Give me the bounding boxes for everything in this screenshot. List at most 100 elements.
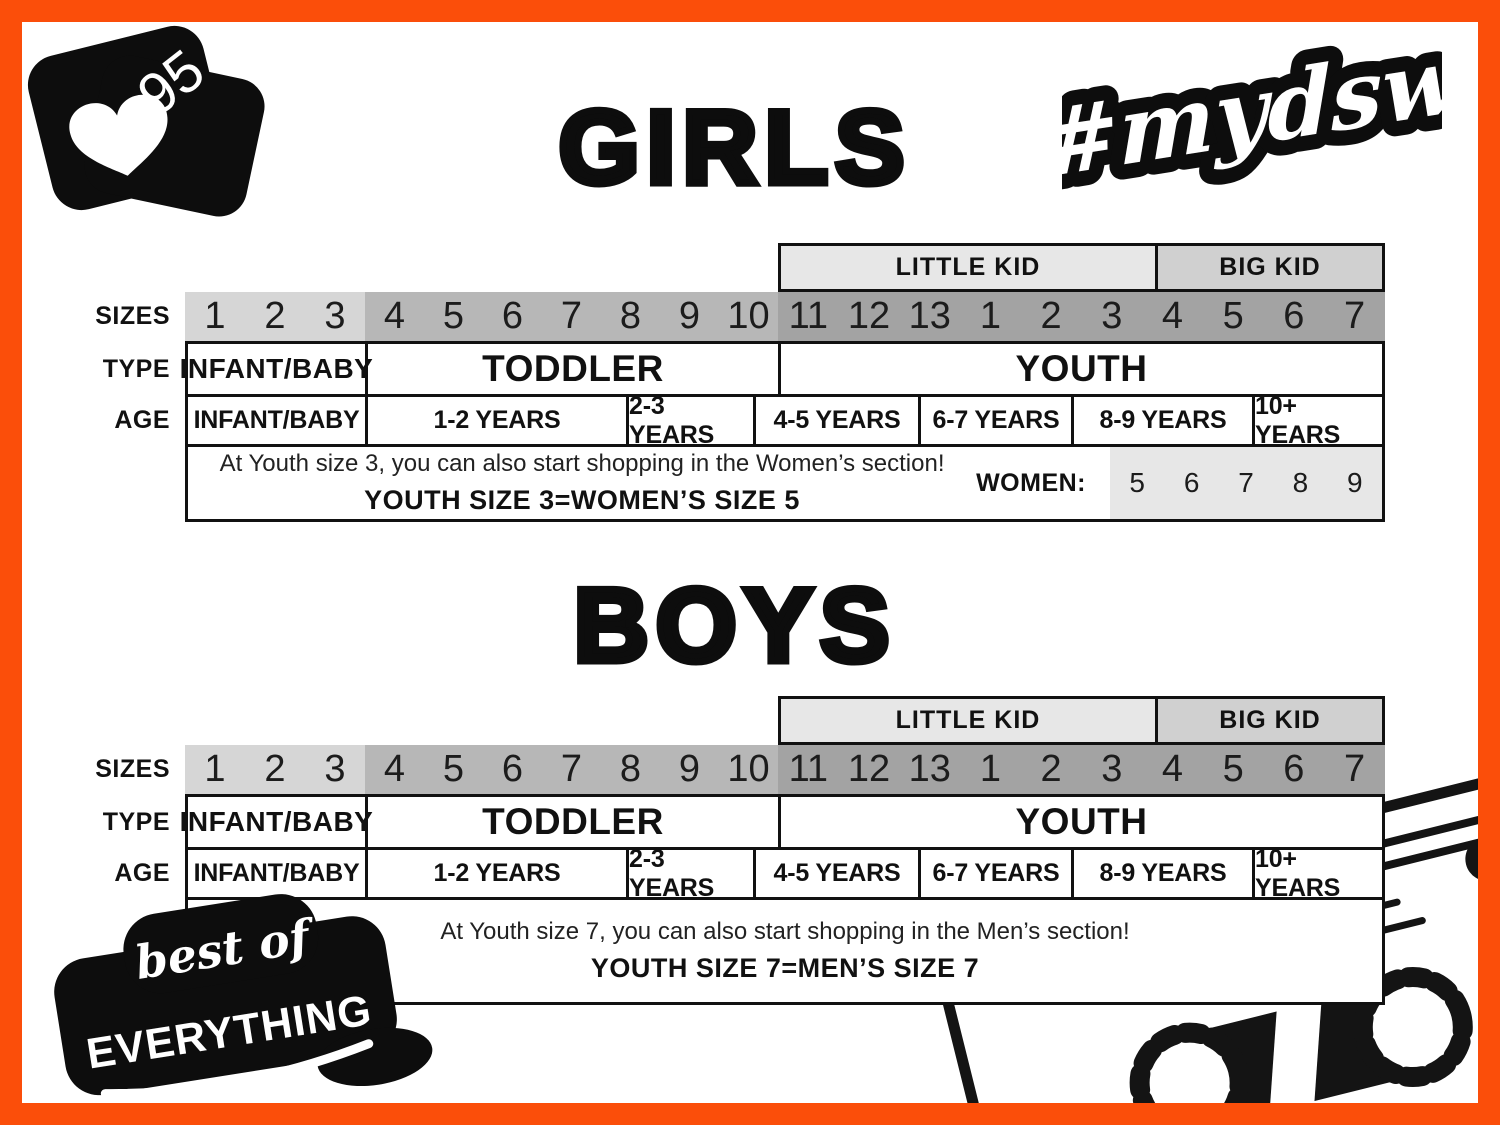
women-size-cell: 7 <box>1238 467 1254 498</box>
underline-swoosh <box>100 1039 374 1099</box>
boys-type-row: INFANT/BABY TODDLER YOUTH <box>179 794 1385 850</box>
women-size-cell: 9 <box>1347 467 1363 498</box>
size-cell: 1 <box>185 292 245 341</box>
type-cell-infant-baby: INFANT/BABY <box>179 806 374 837</box>
kid-group-little-kid: LITTLE KID <box>778 696 1158 745</box>
size-cell: 5 <box>1202 292 1264 341</box>
girls-sizes-row-label: SIZES <box>95 302 170 330</box>
women-sizes-label: WOMEN: <box>976 468 1086 497</box>
sticker-blob <box>123 894 319 994</box>
size-cell: 7 <box>1324 292 1385 341</box>
mydsw-sticker: #mydsw #mydsw <box>1062 24 1442 214</box>
best-of-everything-sticker: best of EVERYTHING <box>54 894 433 1099</box>
boys-kid-group-header-row: LITTLE KID BIG KID <box>778 696 1385 745</box>
kid-group-big-kid: BIG KID <box>1158 696 1385 745</box>
age-cell: 10+ YEARS <box>1252 392 1382 449</box>
age-cell: 1-2 YEARS <box>365 397 626 444</box>
size-cell: 9 <box>660 292 719 341</box>
age-cell: 6-7 YEARS <box>918 397 1071 444</box>
size-cell: 8 <box>601 292 660 341</box>
size-cell: 10 <box>719 745 778 794</box>
size-cell: 1 <box>960 292 1021 341</box>
size-cell: 6 <box>483 292 542 341</box>
women-sizes-strip: 5 6 7 8 9 <box>1110 447 1382 519</box>
type-cell-toddler: TODDLER <box>365 797 778 847</box>
type-cell-youth: YOUTH <box>778 797 1382 847</box>
age-cell: INFANT/BABY <box>193 406 360 434</box>
age-cell: 6-7 YEARS <box>918 850 1071 897</box>
girls-conversion-note: At Youth size 3, you can also start shop… <box>188 447 976 519</box>
note-text: At Youth size 7, you can also start shop… <box>440 918 1130 945</box>
size-cell: 4 <box>1142 745 1203 794</box>
size-cell: 2 <box>245 292 305 341</box>
heart-icon <box>69 94 168 176</box>
age-cell: 2-3 YEARS <box>626 845 753 902</box>
women-size-cell: 6 <box>1183 467 1200 498</box>
girls-type-row-label: TYPE <box>102 354 170 383</box>
girls-age-row-label: AGE <box>114 406 170 434</box>
women-size-cell: 8 <box>1292 467 1309 498</box>
boys-type-row-label: TYPE <box>102 807 170 836</box>
size-cell: 7 <box>542 292 601 341</box>
kid-group-big-kid: BIG KID <box>1158 243 1385 292</box>
girls-section-title: GIRLS <box>555 90 912 206</box>
size-cell: 1 <box>185 745 245 794</box>
kid-group-little-kid: LITTLE KID <box>778 243 1158 292</box>
age-cell: 8-9 YEARS <box>1071 397 1252 444</box>
girls-conversion-note-row: At Youth size 3, you can also start shop… <box>185 444 1385 522</box>
boys-age-row-label: AGE <box>114 859 170 887</box>
girls-sizes-row: 1 2 3 4 5 6 7 8 9 10 11 12 13 1 2 3 4 5 6 7 <box>185 292 1385 341</box>
age-cell: 8-9 YEARS <box>1071 850 1252 897</box>
age-cell: 4-5 YEARS <box>753 397 918 444</box>
size-cell: 11 <box>778 745 839 794</box>
note-conversion: YOUTH SIZE 3=WOMEN’S SIZE 5 <box>364 485 800 515</box>
size-cell: 11 <box>778 292 839 341</box>
boys-sizes-row: 1 2 3 4 5 6 7 8 9 10 11 12 13 1 2 3 4 5 6 7 <box>185 745 1385 794</box>
girls-type-row: INFANT/BABY TODDLER YOUTH <box>179 341 1385 397</box>
size-cell: 3 <box>1081 292 1143 341</box>
size-cell: 7 <box>1324 745 1385 794</box>
girls-age-row: INFANT/BABY 1-2 YEARS 2-3 YEARS 4-5 YEAR… <box>185 392 1385 449</box>
size-cell: 6 <box>483 745 542 794</box>
sticker-tail <box>317 1027 433 1087</box>
size-cell: 1 <box>960 745 1021 794</box>
boys-section-title: BOYS <box>570 568 897 684</box>
size-cell: 2 <box>1020 745 1082 794</box>
size-cell: 5 <box>424 745 483 794</box>
size-cell: 13 <box>899 292 961 341</box>
size-cell: 3 <box>305 745 365 794</box>
size-cell: 3 <box>1081 745 1143 794</box>
age-cell: 1-2 YEARS <box>365 850 626 897</box>
size-cell: 7 <box>542 745 601 794</box>
age-cell: INFANT/BABY <box>193 859 360 887</box>
size-cell: 12 <box>838 292 900 341</box>
type-cell-youth: YOUTH <box>778 344 1382 394</box>
size-cell: 13 <box>899 745 961 794</box>
size-cell: 3 <box>305 292 365 341</box>
sticker-blob <box>84 55 265 217</box>
size-cell: 4 <box>365 745 424 794</box>
mydsw-text: #mydsw <box>1062 24 1442 199</box>
size-cell: 2 <box>245 745 305 794</box>
likes-sticker: 95 <box>27 25 265 217</box>
size-cell: 8 <box>601 745 660 794</box>
size-cell: 5 <box>424 292 483 341</box>
size-cell: 12 <box>838 745 900 794</box>
size-cell: 4 <box>1142 292 1203 341</box>
size-cell: 10 <box>719 292 778 341</box>
size-cell: 5 <box>1202 745 1264 794</box>
age-cell: 4-5 YEARS <box>753 850 918 897</box>
size-cell: 2 <box>1020 292 1082 341</box>
type-cell-infant-baby: INFANT/BABY <box>179 353 374 384</box>
age-cell: 10+ YEARS <box>1252 845 1382 902</box>
age-cell: 2-3 YEARS <box>626 392 753 449</box>
size-cell: 6 <box>1263 292 1325 341</box>
size-cell: 9 <box>660 745 719 794</box>
size-cell: 6 <box>1263 745 1325 794</box>
girls-kid-group-header-row: LITTLE KID BIG KID <box>778 243 1385 292</box>
boys-sizes-row-label: SIZES <box>95 755 170 783</box>
note-text: At Youth size 3, you can also start shop… <box>219 450 945 477</box>
